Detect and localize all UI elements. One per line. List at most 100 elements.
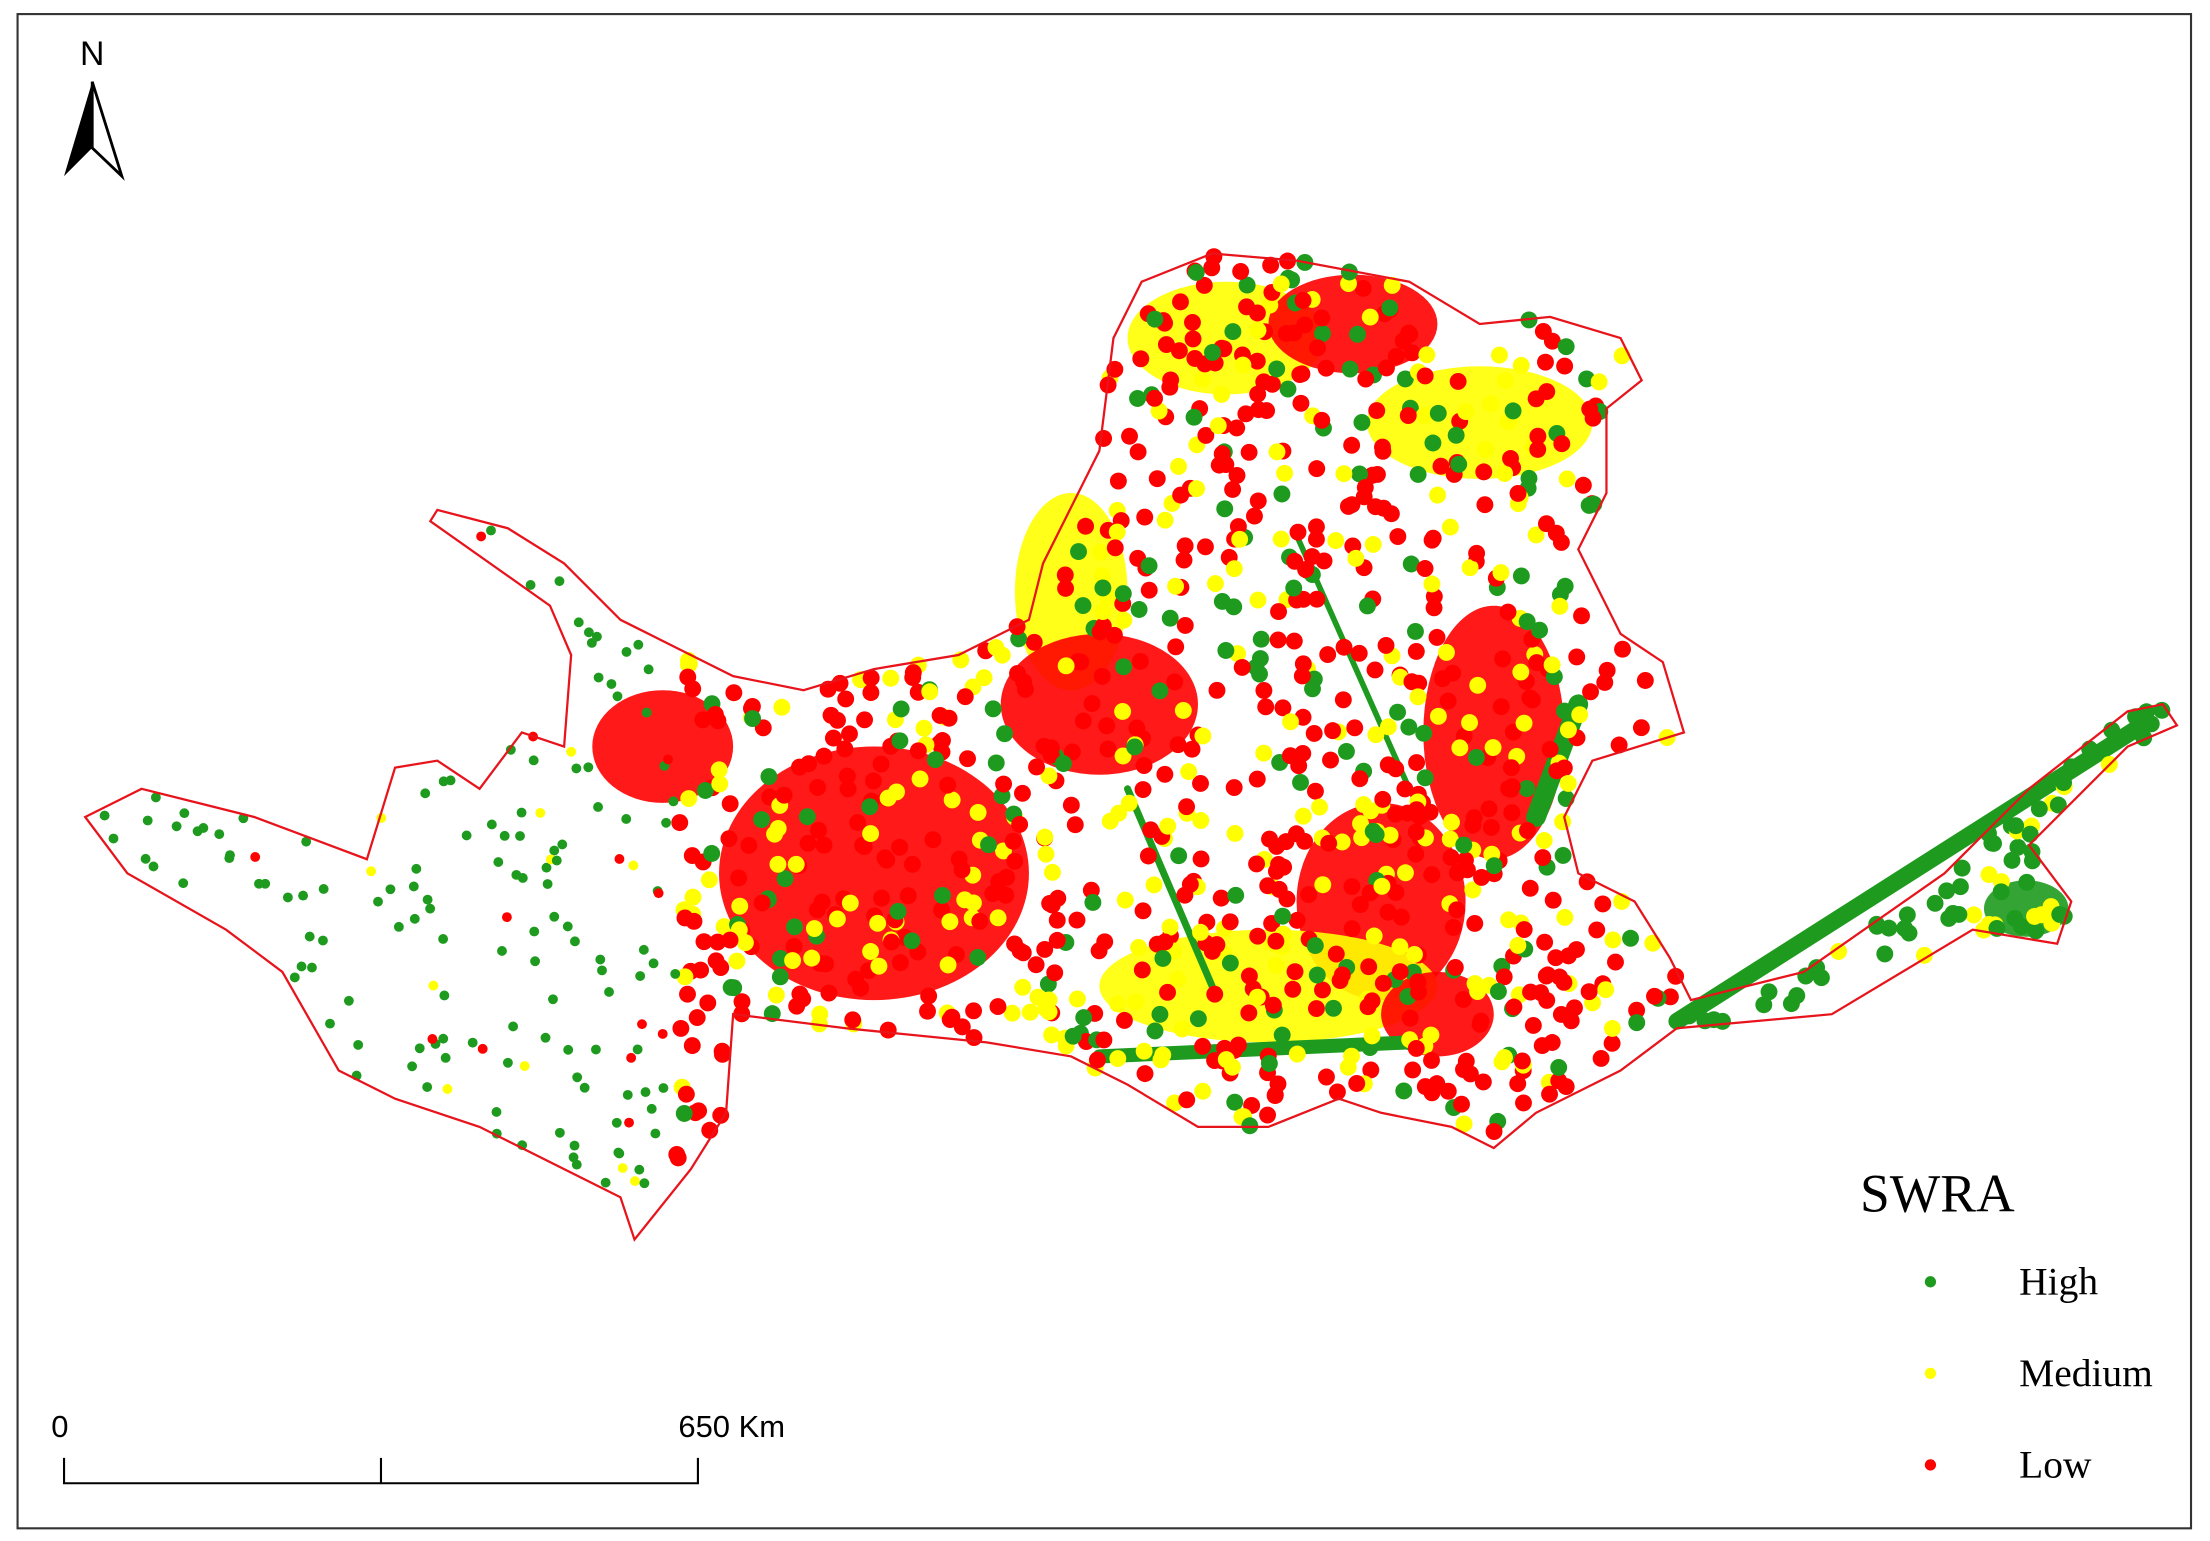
region-pixel xyxy=(1461,714,1478,732)
region-pixel xyxy=(975,669,993,687)
region-pixel xyxy=(1950,906,1968,923)
region-pixel xyxy=(497,946,507,956)
region-pixel xyxy=(501,912,512,923)
region-pixel xyxy=(591,1044,601,1055)
region-pixel xyxy=(1183,740,1201,758)
region-pixel xyxy=(1286,963,1304,981)
region-pixel xyxy=(1196,538,1214,556)
region-pixel xyxy=(1392,908,1410,926)
region-pixel xyxy=(1248,352,1266,370)
region-pixel xyxy=(1521,879,1539,897)
region-pixel xyxy=(939,776,957,794)
region-pixel xyxy=(1192,775,1209,792)
region-pixel xyxy=(508,1021,519,1032)
region-pixel xyxy=(1088,1051,1106,1069)
region-pixel xyxy=(1457,403,1475,421)
region-pixel xyxy=(1167,638,1185,656)
scale-label: 0 xyxy=(51,1409,68,1444)
region-pixel xyxy=(771,968,789,986)
region-pixel xyxy=(1496,1049,1513,1067)
region-pixel xyxy=(1281,747,1299,765)
region-pixel xyxy=(862,684,880,702)
region-pixel xyxy=(541,862,552,873)
region-pixel xyxy=(1352,815,1369,833)
region-pixel xyxy=(1240,1004,1258,1022)
region-pixel xyxy=(1407,643,1425,660)
region-pixel xyxy=(1461,1065,1479,1083)
region-pixel xyxy=(1189,1010,1207,1028)
region-pixel xyxy=(595,954,606,965)
region-pixel xyxy=(516,807,527,818)
region-pixel xyxy=(1474,1073,1492,1091)
region-pixel xyxy=(254,878,264,889)
region-pixel xyxy=(670,968,681,979)
region-pixel xyxy=(1534,849,1552,867)
region-pixel xyxy=(1109,1050,1127,1068)
region-pixel xyxy=(427,1034,438,1044)
region-pixel xyxy=(1364,535,1382,553)
region-pixel xyxy=(1403,344,1421,362)
region-pixel xyxy=(1407,1039,1425,1057)
region-pixel xyxy=(1188,480,1206,498)
region-pixel xyxy=(1429,404,1447,422)
region-pixel xyxy=(984,700,1002,718)
region-pixel xyxy=(1225,779,1243,796)
region-pixel xyxy=(1285,324,1303,342)
region-pixel xyxy=(318,884,329,894)
region-pixel xyxy=(1471,1015,1489,1033)
region-pixel xyxy=(921,683,939,701)
region-pixel xyxy=(1355,796,1373,814)
region-pixel xyxy=(1206,985,1224,1003)
region-pixel xyxy=(1231,530,1249,548)
region-pixel xyxy=(1425,599,1443,617)
region-pixel xyxy=(1632,719,1650,737)
region-pixel xyxy=(1556,357,1574,375)
region-pixel xyxy=(1003,1004,1021,1022)
region-pixel xyxy=(941,1011,959,1028)
region-pixel xyxy=(499,830,510,841)
region-pixel xyxy=(1217,642,1235,659)
region-pixel xyxy=(1054,755,1072,773)
region-pixel xyxy=(933,732,951,749)
region-pixel xyxy=(1496,465,1514,483)
region-pixel xyxy=(984,885,1002,903)
region-pixel xyxy=(540,1032,551,1043)
region-pixel xyxy=(1391,938,1409,956)
region-pixel xyxy=(904,669,922,686)
region-pixel xyxy=(1036,940,1054,958)
region-pixel xyxy=(1009,664,1026,682)
region-pixel xyxy=(1234,356,1252,374)
region-pixel xyxy=(1351,770,1369,788)
region-pixel xyxy=(915,719,933,737)
region-pixel xyxy=(1556,908,1574,926)
region-pixel xyxy=(1403,673,1421,691)
region-pixel xyxy=(1377,359,1395,377)
region-pixel xyxy=(1597,981,1615,999)
region-pixel xyxy=(788,997,806,1015)
region-pixel xyxy=(1308,460,1326,478)
region-pixel xyxy=(1495,968,1513,986)
region-pixel xyxy=(1099,740,1117,758)
region-pixel xyxy=(1581,400,1599,418)
region-pixel xyxy=(980,836,997,854)
region-pixel xyxy=(1314,981,1331,999)
region-pixel xyxy=(1421,803,1439,821)
region-pixel xyxy=(1497,372,1514,390)
region-pixel xyxy=(709,933,727,951)
region-pixel xyxy=(1185,408,1203,426)
region-pixel xyxy=(1449,372,1467,390)
region-pixel xyxy=(1267,932,1285,950)
region-pixel xyxy=(1868,915,1886,933)
region-pixel xyxy=(943,791,961,809)
north-arrow: N xyxy=(64,35,125,181)
region-pixel xyxy=(891,732,909,750)
region-pixel xyxy=(1154,949,1172,967)
region-pixel xyxy=(562,921,573,932)
region-pixel xyxy=(593,672,604,683)
region-pixel xyxy=(1571,706,1589,724)
region-pixel xyxy=(1379,718,1397,736)
region-pixel xyxy=(1249,492,1267,510)
region-pixel xyxy=(1636,672,1654,689)
region-pixel xyxy=(1074,712,1092,730)
region-pixel xyxy=(1361,308,1379,326)
